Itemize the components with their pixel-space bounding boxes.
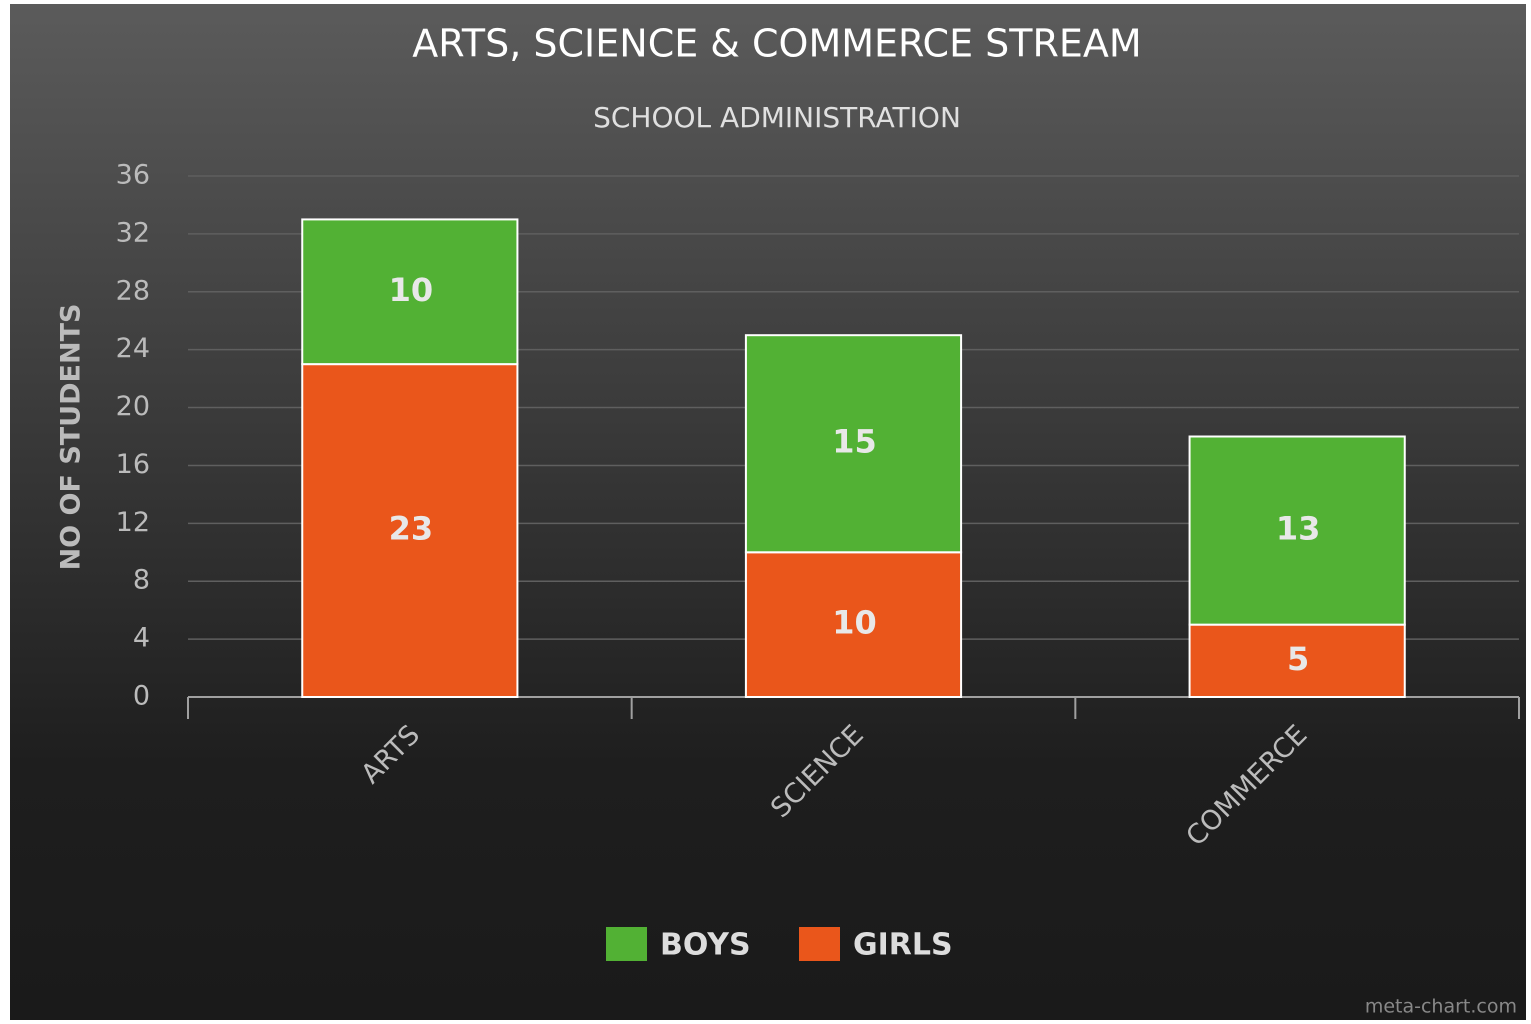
bar-segment [301, 218, 519, 366]
y-tick-label: 36 [116, 160, 150, 191]
data-label: 23 [389, 510, 434, 548]
bar-segment [744, 551, 963, 698]
y-tick-label: 28 [116, 275, 150, 306]
data-label: 10 [389, 271, 434, 309]
y-tick-label: 8 [133, 565, 150, 596]
y-tick-label: 32 [116, 217, 150, 248]
data-label: 15 [832, 423, 877, 461]
legend-label: BOYS [660, 928, 751, 963]
data-label: 10 [832, 604, 877, 642]
y-tick-label: 0 [133, 681, 150, 712]
bar-segment [301, 363, 519, 698]
legend-swatch [799, 927, 840, 961]
legend-label: GIRLS [853, 928, 953, 963]
bar-segment [1188, 435, 1406, 626]
data-label: 13 [1276, 510, 1321, 548]
y-tick-label: 12 [116, 507, 150, 538]
watermark: meta-chart.com [1365, 996, 1517, 1018]
y-tick-label: 4 [133, 623, 150, 654]
bar-segment [744, 334, 963, 554]
chart-subtitle: SCHOOL ADMINISTRATION [593, 101, 961, 134]
y-axis-label: NO OF STUDENTS [56, 304, 87, 571]
data-label: 5 [1287, 640, 1309, 678]
legend-swatch [606, 927, 647, 961]
y-tick-label: 24 [116, 333, 150, 364]
y-tick-label: 20 [116, 391, 150, 422]
bar-segment [1188, 623, 1406, 699]
chart-title: ARTS, SCIENCE & COMMERCE STREAM [412, 22, 1141, 66]
y-tick-label: 16 [116, 449, 150, 480]
